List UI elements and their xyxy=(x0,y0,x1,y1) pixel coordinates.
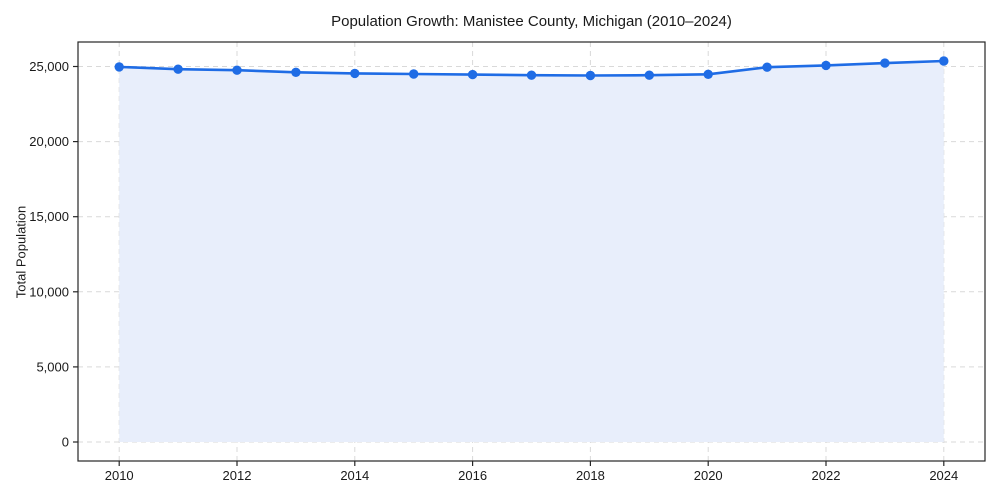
data-point xyxy=(409,69,419,79)
y-tick-label: 20,000 xyxy=(29,134,69,149)
data-point xyxy=(173,64,183,74)
x-tick-label: 2012 xyxy=(223,468,252,483)
x-tick-label: 2010 xyxy=(105,468,134,483)
y-tick-label: 15,000 xyxy=(29,209,69,224)
area-fill xyxy=(119,61,944,442)
data-point xyxy=(467,69,478,80)
data-point xyxy=(880,58,890,68)
x-tick-label: 2016 xyxy=(458,468,487,483)
data-point xyxy=(350,68,360,79)
y-tick-label: 0 xyxy=(62,435,69,450)
x-tick-label: 2022 xyxy=(812,468,841,483)
data-point xyxy=(703,69,713,80)
data-point xyxy=(644,70,654,80)
data-point xyxy=(821,60,831,71)
data-point xyxy=(291,67,301,78)
y-tick-label: 5,000 xyxy=(36,359,69,374)
x-tick-label: 2018 xyxy=(576,468,605,483)
data-point xyxy=(114,62,124,72)
chart-title: Population Growth: Manistee County, Mich… xyxy=(331,13,732,30)
data-point xyxy=(762,62,772,72)
data-point xyxy=(232,65,242,75)
y-tick-label: 10,000 xyxy=(29,284,69,299)
y-tick-label: 25,000 xyxy=(29,59,69,74)
data-point xyxy=(585,70,596,81)
x-tick-label: 2024 xyxy=(929,468,958,483)
x-tick-label: 2014 xyxy=(340,468,369,483)
data-point xyxy=(939,56,949,66)
plot-border xyxy=(77,41,986,462)
data-point xyxy=(526,70,537,80)
x-tick-label: 2020 xyxy=(694,468,723,483)
